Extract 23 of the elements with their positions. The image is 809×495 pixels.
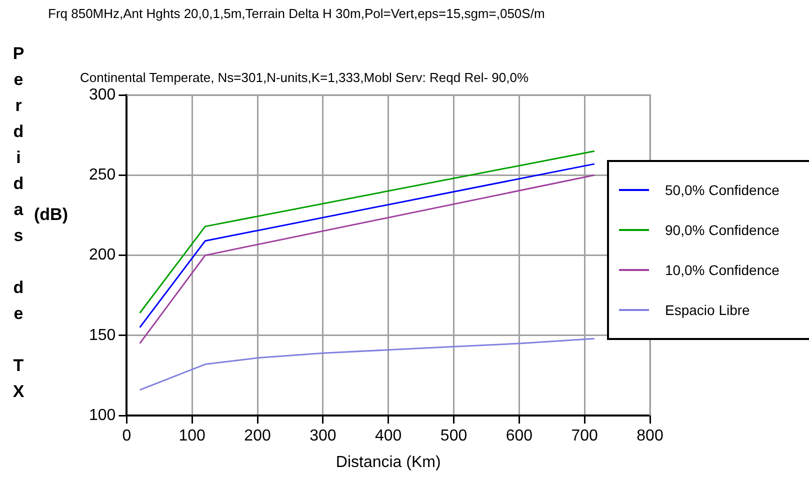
y-tick-label: 100 [88, 407, 116, 424]
x-tick-label: 0 [122, 428, 132, 445]
legend-label: 50,0% Confidence [665, 182, 780, 198]
x-tick-label: 300 [310, 428, 336, 445]
text: (dB) [34, 205, 68, 225]
x-tick-label: 200 [244, 428, 271, 445]
x-tick-label: 600 [506, 428, 533, 445]
y-tick-label: 150 [88, 326, 116, 344]
chart-subtitle: Continental Temperate, Ns=301,N-units,K=1,333,Mobl Serv: Reqd Rel- 90,0% [80, 70, 529, 85]
x-tick-label: 400 [374, 428, 402, 445]
x-tick-label: 100 [178, 428, 206, 445]
y-tick-label: 200 [88, 246, 116, 264]
x-tick-label: 700 [571, 428, 598, 445]
x-tick-label: 500 [440, 428, 468, 445]
y-axis-title: Perdidas de TX [9, 44, 28, 408]
legend-label: 10,0% Confidence [665, 262, 780, 278]
legend-label: Espacio Libre [665, 302, 750, 318]
y-tick-label: 250 [88, 166, 116, 184]
x-tick-label: 800 [636, 428, 664, 445]
x-axis-title: Distancia (Km) [336, 454, 441, 471]
chart-title: Frq 850MHz,Ant Hghts 20,0,1,5m,Terrain Delta H 30m,Pol=Vert,eps=15,sgm=,050S/m [48, 6, 545, 21]
y-tick-label: 300 [88, 86, 116, 104]
legend-label: 90,0% Confidence [665, 222, 780, 238]
